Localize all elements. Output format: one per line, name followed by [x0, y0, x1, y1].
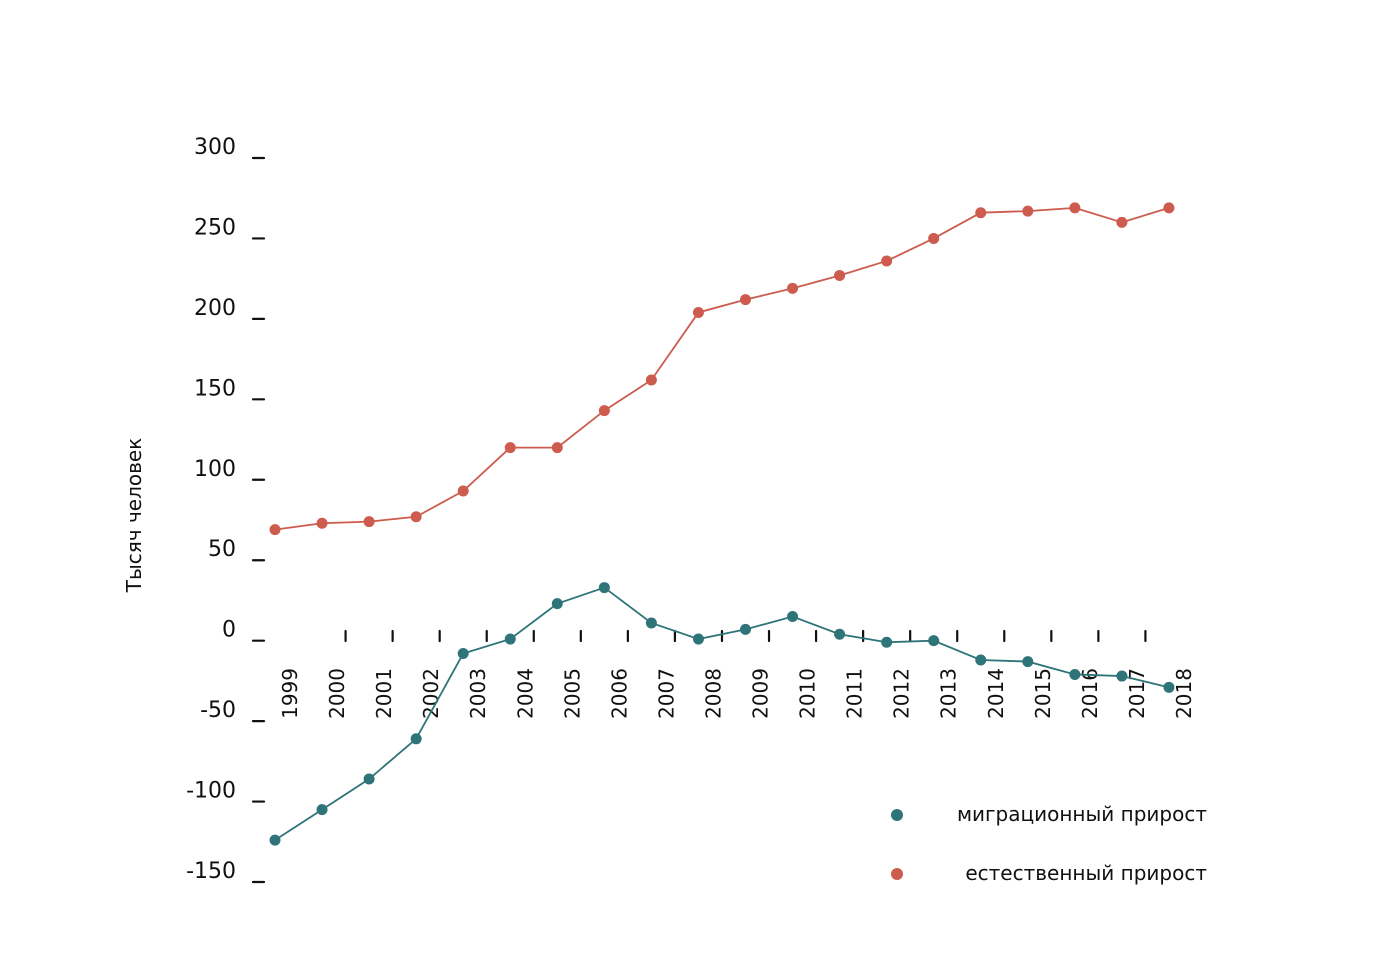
series-line [274, 206, 1170, 531]
data-point [834, 269, 846, 281]
x-tick-label: 2010 [796, 668, 820, 719]
data-point [1069, 668, 1081, 680]
data-point [645, 374, 657, 386]
data-point [881, 636, 893, 648]
data-point [975, 207, 987, 219]
data-point [363, 773, 375, 785]
data-point [1116, 216, 1128, 228]
data-point [740, 294, 751, 306]
data-point [928, 635, 940, 647]
data-point [598, 405, 610, 417]
series-line [274, 586, 1170, 841]
data-point [692, 306, 704, 318]
x-tick-label: 2000 [325, 668, 349, 719]
x-tick-label: 2015 [1031, 668, 1055, 719]
data-point [457, 485, 469, 497]
y-tick-label: 300 [194, 135, 236, 160]
data-point [1163, 202, 1175, 214]
data-point [598, 582, 610, 594]
x-tick-label: 2006 [607, 668, 631, 719]
data-point [692, 633, 704, 645]
x-tick-label: 2001 [372, 668, 396, 719]
data-point [975, 654, 987, 666]
data-point [787, 611, 799, 623]
data-point [457, 648, 469, 660]
data-point [269, 524, 281, 536]
x-tick-label: 2008 [701, 668, 725, 719]
data-point [645, 617, 657, 629]
y-tick-label: 150 [194, 376, 236, 401]
data-point [787, 282, 799, 294]
x-tick-label: 2012 [890, 668, 914, 719]
data-point [1069, 202, 1081, 214]
x-tick-label: 2003 [466, 668, 490, 719]
y-tick-label: -100 [186, 779, 236, 804]
legend-label: миграционный прирост [957, 802, 1207, 826]
y-tick-label: 250 [194, 215, 236, 240]
data-point [1022, 205, 1034, 217]
legend: миграционный прирост естественный прирост [891, 802, 1207, 885]
x-tick-label: 2014 [984, 668, 1008, 719]
data-point [928, 232, 940, 244]
legend-label: естественный прирост [965, 861, 1207, 885]
y-tick-label: 100 [194, 457, 236, 482]
data-point [1163, 681, 1175, 693]
legend-marker [891, 868, 903, 880]
x-tick-label: 2018 [1172, 668, 1196, 719]
series-migration [269, 582, 1175, 846]
x-tick-label: 2016 [1078, 668, 1102, 719]
legend-marker [891, 809, 903, 821]
y-axis-title: Тысяч человек [122, 438, 146, 594]
data-point [1116, 670, 1128, 682]
data-point [740, 623, 751, 635]
data-point [316, 804, 328, 816]
x-tick-label: 2004 [513, 668, 537, 719]
y-tick-label: 50 [208, 537, 236, 562]
data-point [410, 733, 422, 745]
x-tick-label: 2007 [654, 668, 678, 719]
data-point [410, 511, 422, 523]
x-tick-label: 2013 [937, 668, 961, 719]
x-axis: 1999 2000 2001 2002 2003 2004 2005 2006 2007 2008… [278, 629, 1196, 719]
y-tick-label: -150 [186, 859, 236, 884]
data-point [551, 598, 563, 610]
y-tick-label: 0 [222, 618, 236, 643]
series-layer [269, 202, 1175, 846]
data-point [316, 517, 328, 529]
series-natural [269, 202, 1175, 536]
data-point [504, 442, 516, 454]
data-point [269, 834, 281, 846]
x-tick-label: 2009 [749, 668, 773, 719]
x-tick-label: 2005 [560, 668, 584, 719]
y-tick-label: -50 [200, 698, 236, 723]
data-point [504, 633, 516, 645]
y-axis: 300 250 200 150 100 50 0 -50 -100 -150 [186, 135, 266, 884]
data-point [1022, 656, 1034, 668]
data-point [834, 628, 846, 640]
data-point [881, 255, 893, 267]
x-tick-label: 2011 [843, 668, 867, 719]
x-tick-label: 1999 [278, 668, 302, 719]
x-tick-label: 2017 [1125, 668, 1149, 719]
data-point [363, 516, 375, 528]
y-tick-label: 200 [194, 296, 236, 321]
data-point [551, 442, 563, 454]
